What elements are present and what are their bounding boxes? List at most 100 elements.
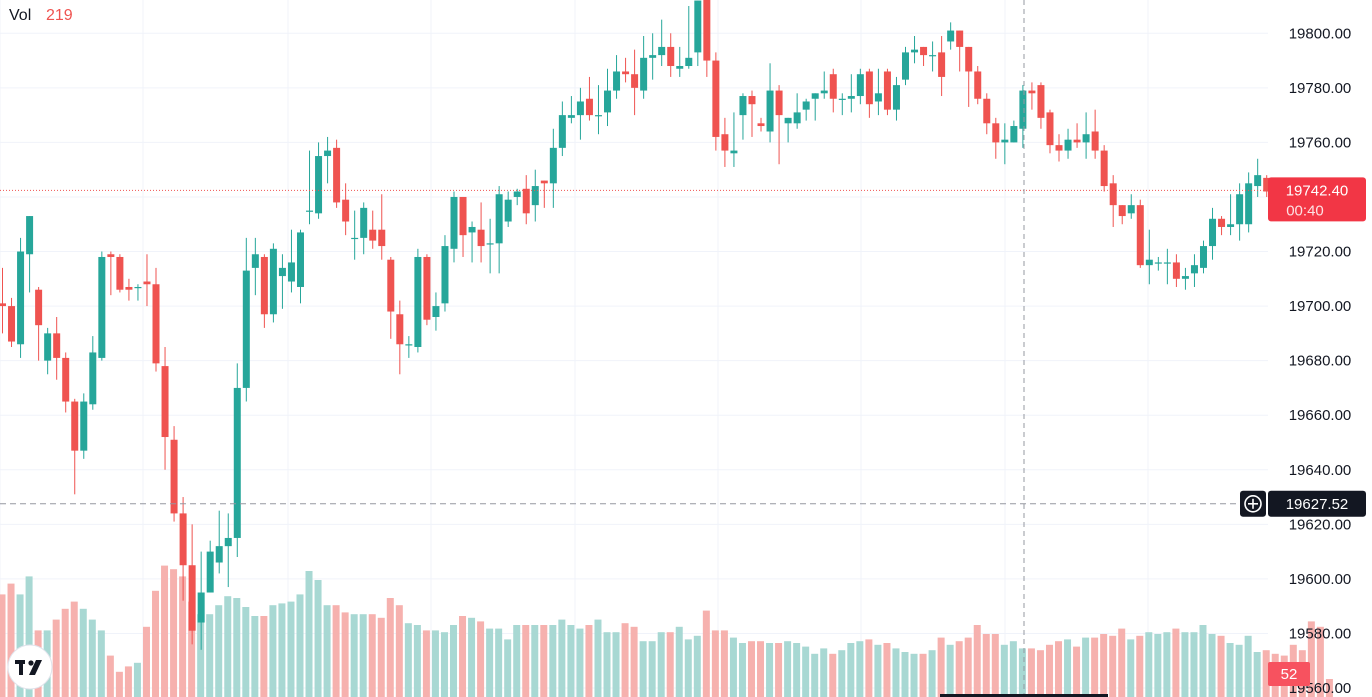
volume-bar-46 [413, 625, 421, 697]
volume-bar-6 [52, 619, 60, 697]
candle-body-25 [224, 537, 232, 547]
candle-body-140 [1263, 177, 1271, 192]
candle-body-75 [676, 66, 684, 69]
volume-bar-139 [1253, 652, 1261, 697]
volume-bar-18 [161, 565, 169, 697]
volume-bar-62 [558, 619, 566, 697]
volume-bar-2 [16, 594, 24, 697]
volume-bar-109 [982, 634, 990, 697]
candle-body-103 [929, 55, 937, 57]
volume-bar-8 [70, 601, 78, 697]
volume-bar-82 [738, 643, 746, 697]
volume-legend[interactable]: Vol 219 [9, 7, 73, 24]
volume-bar-31 [278, 603, 286, 697]
volume-bar-98 [883, 643, 891, 697]
volume-bar-14 [124, 666, 132, 697]
volume-bar-137 [1235, 644, 1243, 697]
candle-body-118 [1064, 139, 1072, 151]
volume-bar-22 [197, 614, 205, 697]
volume-bar-72 [648, 641, 656, 697]
candle-body-12 [107, 254, 115, 257]
volume-legend-label: Vol [9, 7, 31, 24]
volume-bar-85 [766, 643, 774, 697]
volume-bar-102 [919, 653, 927, 697]
candle-body-73 [658, 46, 666, 56]
candle-body-113 [1019, 90, 1027, 129]
volume-bar-114 [1027, 648, 1035, 697]
candle-body-11 [98, 256, 106, 358]
volume-bar-79 [711, 630, 719, 697]
candle-body-105 [947, 30, 955, 42]
volume-bar-53 [477, 621, 485, 697]
candle-body-114 [1028, 90, 1036, 94]
price-axis-label-1: 19780.00 [1289, 80, 1352, 97]
crosshair-price-tag: 19627.52 [1268, 490, 1366, 517]
candle-body-99 [892, 85, 900, 110]
candle-body-119 [1073, 139, 1081, 143]
candle-body-104 [938, 52, 946, 77]
volume-bar-132 [1190, 632, 1198, 697]
candle-body-65 [585, 98, 593, 116]
candle-body-31 [278, 267, 286, 277]
crosshair-price-value: 19627.52 [1286, 496, 1349, 513]
candle-body-108 [974, 71, 982, 99]
candle-body-127 [1145, 259, 1153, 266]
price-axis-label-0: 19800.00 [1289, 25, 1352, 42]
volume-bar-112 [1009, 641, 1017, 697]
volume-bar-9 [79, 608, 87, 697]
candle-body-18 [161, 366, 169, 438]
tradingview-logo[interactable] [7, 644, 53, 690]
candle-body-71 [640, 57, 648, 91]
volume-bar-97 [874, 644, 882, 697]
candle-body-17 [152, 284, 160, 364]
candle-body-111 [1001, 139, 1009, 143]
candle-body-112 [1010, 126, 1018, 143]
candle-body-35 [315, 156, 323, 214]
volume-bar-125 [1127, 639, 1135, 697]
volume-bar-95 [856, 641, 864, 697]
candle-body-21 [188, 565, 196, 631]
volume-bar-145 [1307, 621, 1315, 697]
candle-body-117 [1055, 145, 1063, 151]
volume-bar-19 [170, 569, 178, 697]
candle-body-83 [748, 96, 756, 105]
candle-body-102 [920, 46, 928, 56]
volume-bar-7 [61, 608, 69, 697]
candle-body-130 [1172, 262, 1180, 279]
volume-bar-48 [431, 630, 439, 697]
candle-body-7 [62, 357, 70, 402]
volume-bar-70 [630, 626, 638, 697]
candle-body-59 [531, 186, 539, 206]
candle-body-80 [721, 134, 729, 151]
volume-bar-63 [567, 625, 575, 697]
volume-bar-103 [928, 650, 936, 697]
add-alert-button[interactable] [1240, 490, 1266, 517]
last-volume-value: 52 [1281, 666, 1298, 683]
candle-body-97 [874, 93, 882, 102]
volume-bar-100 [901, 652, 909, 697]
candle-body-98 [883, 71, 891, 110]
volume-bar-50 [450, 625, 457, 697]
candle-body-38 [342, 199, 350, 222]
candle-body-19 [170, 439, 178, 514]
volume-bar-75 [675, 626, 683, 697]
candle-body-44 [396, 314, 404, 345]
volume-bar-77 [693, 635, 701, 697]
volume-bar-29 [260, 616, 268, 697]
candle-body-131 [1181, 276, 1189, 279]
candle-body-64 [576, 101, 584, 116]
candle-body-53 [477, 229, 485, 247]
volume-bar-42 [377, 617, 385, 697]
candle-body-93 [838, 98, 846, 100]
candle-body-121 [1091, 131, 1099, 151]
volume-bar-71 [639, 641, 647, 697]
volume-bar-133 [1199, 625, 1207, 697]
volume-bar-99 [892, 648, 900, 697]
volume-bar-27 [242, 607, 250, 697]
volume-bar-126 [1136, 635, 1144, 697]
volume-bar-147 [1325, 679, 1333, 697]
volume-bar-0 [0, 594, 6, 697]
volume-bar-93 [838, 650, 846, 697]
price-axis[interactable]: 19800.0019780.0019760.0019740.0019720.00… [1289, 25, 1352, 697]
